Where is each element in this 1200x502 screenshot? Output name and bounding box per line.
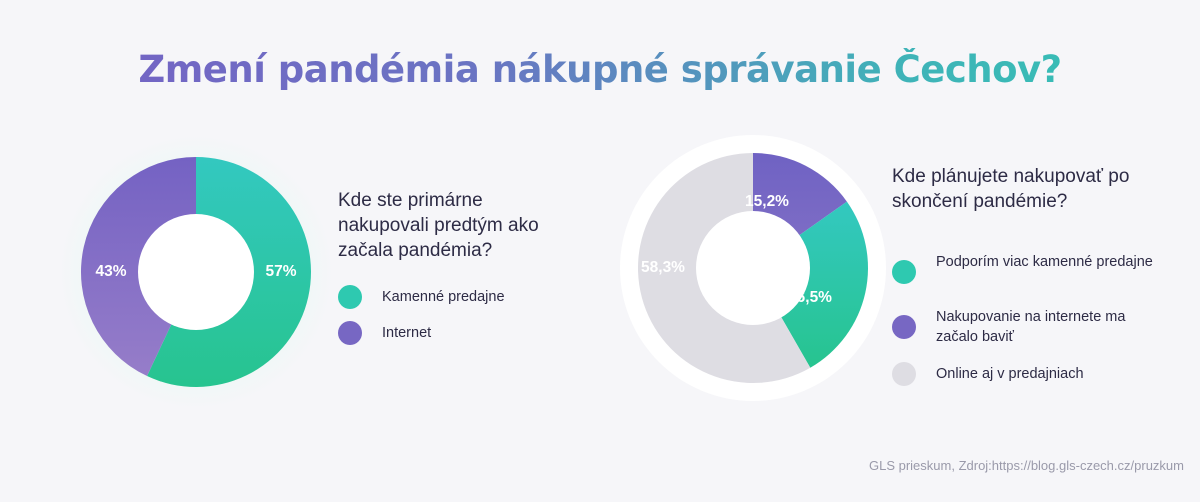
legend-swatch-purple [892,315,916,339]
slice-label-kamenne-predajne: 26,5% [788,289,832,306]
legend-item-kamenne-predajne: Kamenné predajne [338,285,505,309]
legend-item-online-aj-v-predajniach: Online aj v predajniach [892,362,1161,386]
slice-label-internet: 43% [95,263,126,280]
chart-2-legend: Podporím viac kamenné predajne Nakupovan… [892,252,1161,401]
legend-label: Podporím viac kamenné predajne [936,254,1153,270]
legend-swatch-teal [338,285,362,309]
legend-item-internet-bavit: Nakupovanie na internete ma začalo baviť [892,307,1161,347]
page-title: Zmení pandémia nákupné správanie Čechov? [0,48,1200,91]
legend-label: Nakupovanie na internete ma začalo baviť [936,309,1126,345]
donut-2-hole [696,211,810,325]
source-note: GLS prieskum, Zdroj:https://blog.gls-cze… [868,458,1184,473]
chart-2-question: Kde plánujete nakupovať po skončení pand… [892,166,1130,212]
legend-swatch-purple [338,321,362,345]
legend-swatch-teal [892,260,916,284]
legend-item-kamenne-predajne: Podporím viac kamenné predajne [892,252,1161,292]
donut-1-hole [138,214,254,330]
chart-1-legend: Kamenné predajne Internet [338,285,505,357]
legend-label: Internet [382,325,432,341]
donut-chart-after-pandemic: 15,2% 26,5% 58,3% [620,135,886,401]
slice-label-online-aj-v-predajniach: 58,3% [641,259,685,276]
slice-kamenne-predajne [753,201,868,368]
legend-label: Kamenné predajne [382,289,505,305]
legend-label: Online aj v predajniach [936,366,1084,382]
slice-label-kamenne-predajne: 57% [265,263,296,280]
legend-swatch-gray [892,362,916,386]
donut-chart-before-pandemic: 57% 43% [59,135,333,409]
slice-label-internet-baviť: 15,2% [745,193,789,210]
legend-item-internet: Internet [338,321,505,345]
chart-1-question: Kde ste primárne nakupovali predtým ako … [338,190,539,261]
